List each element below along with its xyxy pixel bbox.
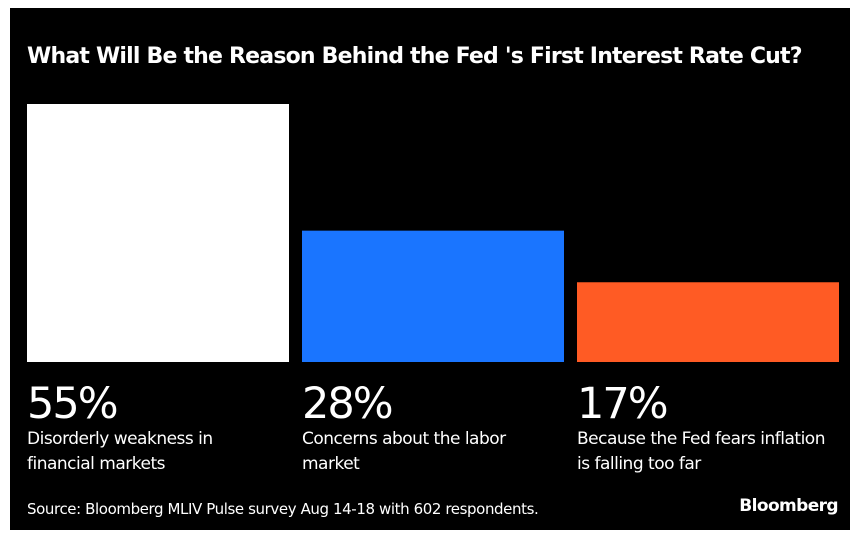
source-note: Source: Bloomberg MLIV Pulse survey Aug … bbox=[27, 500, 539, 518]
chart-title: What Will Be the Reason Behind the Fed '… bbox=[27, 44, 803, 69]
category-label-2-line-2: market bbox=[302, 454, 360, 474]
value-label-1: 55% bbox=[27, 379, 117, 429]
chart-card: What Will Be the Reason Behind the Fed '… bbox=[10, 8, 850, 530]
category-label-1-line-2: financial markets bbox=[27, 454, 166, 474]
category-label-1-line-1: Disorderly weakness in bbox=[27, 429, 213, 449]
bloomberg-logo: Bloomberg bbox=[739, 496, 838, 516]
bar-2 bbox=[302, 230, 564, 362]
category-label-2-line-1: Concerns about the labor bbox=[302, 429, 506, 449]
bar-1 bbox=[27, 104, 289, 362]
value-label-2: 28% bbox=[302, 379, 392, 429]
bar-chart: 55%Disorderly weakness in financial marke… bbox=[27, 104, 839, 474]
value-label-3: 17% bbox=[577, 379, 667, 429]
category-label-3-line-2: is falling too far bbox=[577, 454, 701, 474]
bar-3 bbox=[577, 282, 839, 362]
category-label-3-line-1: Because the Fed fears inflation bbox=[577, 429, 825, 449]
